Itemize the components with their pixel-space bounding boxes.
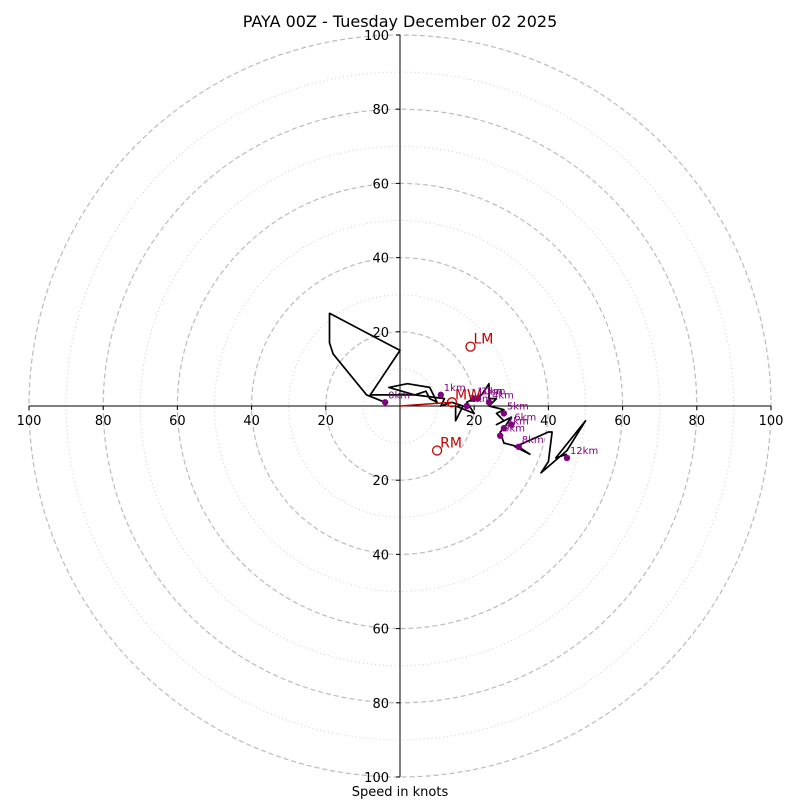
storm-marker-label: LM [473, 332, 493, 348]
height-marker [381, 399, 389, 406]
y-tick-label: 80 [372, 697, 389, 712]
x-tick-label: 60 [169, 414, 186, 429]
mean-wind-group [399, 401, 452, 407]
ticks-group: 100 80 60 40 20 20 40 60 80 100 100 80 60 40 20 20 40 60 8… [17, 29, 784, 786]
x-tick-label: 80 [95, 414, 112, 429]
mean-wind-vector [399, 401, 452, 407]
x-tick-label: 60 [614, 414, 631, 429]
storm-marker-group: LM RM MW [431, 332, 493, 456]
height-marker [463, 402, 470, 410]
y-tick-label: 60 [372, 623, 389, 638]
y-tick-label: 60 [372, 177, 389, 192]
height-marker-label: 8km [522, 435, 544, 446]
height-marker-label: 0km [388, 390, 410, 401]
height-marker [500, 425, 508, 432]
hodograph-trace [328, 312, 587, 474]
height-marker-label: 5km [507, 401, 529, 412]
y-tick-label: 20 [372, 326, 389, 341]
x-tick-label: 100 [759, 414, 784, 429]
y-tick-label: 100 [364, 29, 389, 44]
storm-marker-label: RM [440, 436, 462, 452]
x-tick-label: 20 [466, 414, 483, 429]
height-marker [515, 443, 522, 451]
x-tick-label: 100 [17, 414, 42, 429]
x-tick-label: 80 [689, 414, 706, 429]
height-marker-label: 12km [570, 446, 598, 457]
x-axis-label: Speed in knots [352, 785, 449, 800]
storm-marker [465, 341, 476, 352]
height-marker [508, 421, 515, 428]
height-marker [500, 410, 508, 417]
x-tick-label: 20 [318, 414, 335, 429]
height-marker [563, 454, 571, 462]
height-marker-label: 6km [514, 413, 536, 424]
height-marker-label: 3km [481, 387, 503, 398]
storm-marker [431, 445, 443, 456]
height-marker-label: 10km [477, 387, 505, 398]
chart-title: PAYA 00Z - Tuesday December 02 2025 [243, 12, 558, 31]
x-tick-label: 40 [243, 414, 260, 429]
height-marker [496, 432, 504, 439]
trace-group [328, 312, 587, 474]
y-tick-label: 100 [364, 771, 389, 786]
height-marker-label: 7km [507, 416, 529, 427]
height-marker [471, 395, 478, 402]
height-marker-group: 1km2km3km4km5km6km7km8km9km10km12km0km [381, 383, 598, 462]
storm-marker [446, 397, 458, 408]
height-marker-label: 4km [492, 390, 514, 401]
y-tick-label: 20 [372, 474, 389, 489]
height-marker [485, 399, 493, 406]
height-marker [437, 391, 445, 399]
y-tick-label: 80 [372, 103, 389, 118]
height-marker-label: 9km [503, 424, 525, 435]
x-tick-label: 40 [540, 414, 557, 429]
storm-marker-label: MW [455, 387, 481, 403]
y-tick-label: 40 [372, 252, 389, 267]
height-marker-label: 1km [444, 383, 466, 394]
y-tick-label: 40 [372, 548, 389, 563]
